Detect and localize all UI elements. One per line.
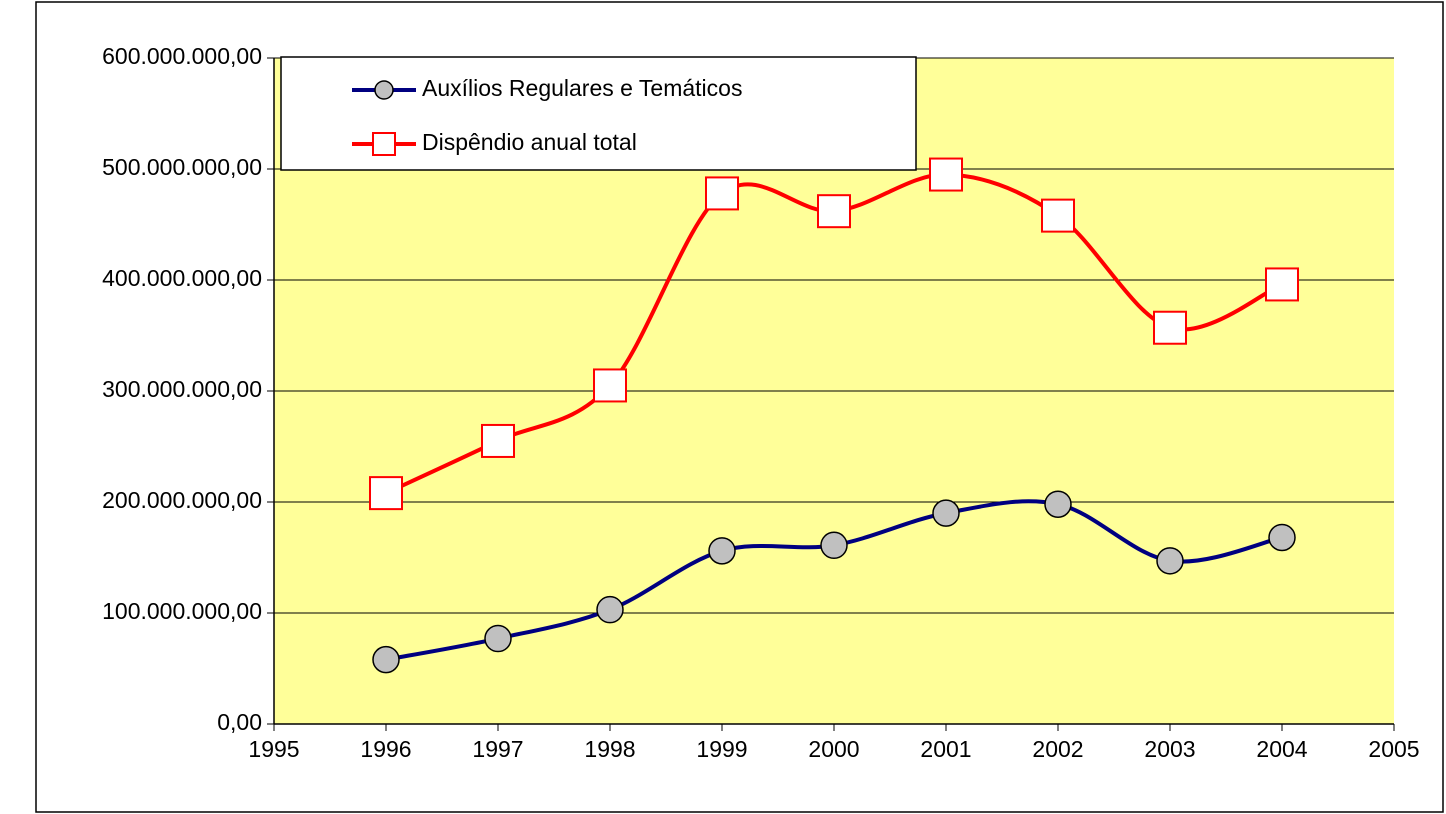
- marker: [817, 194, 851, 229]
- x-tick-label: 1995: [248, 736, 299, 762]
- x-tick-label: 2001: [920, 736, 971, 762]
- legend-label: Dispêndio anual total: [422, 129, 637, 155]
- marker: [1041, 198, 1075, 233]
- y-tick-label: 0,00: [217, 709, 262, 735]
- y-tick-label: 100.000.000,00: [102, 598, 262, 624]
- legend-marker: [372, 132, 396, 156]
- y-tick-label: 600.000.000,00: [102, 43, 262, 69]
- legend: Auxílios Regulares e Temáticos Dispêndio …: [280, 56, 917, 171]
- y-tick-label: 500.000.000,00: [102, 154, 262, 180]
- marker: [1044, 490, 1072, 518]
- marker: [1265, 267, 1299, 302]
- marker: [369, 476, 403, 511]
- marker: [1268, 523, 1296, 552]
- marker: [820, 531, 848, 560]
- marker: [481, 423, 515, 458]
- x-tick-label: 1998: [584, 736, 635, 762]
- marker: [1156, 547, 1184, 575]
- x-tick-label: 1997: [472, 736, 523, 762]
- marker: [1153, 310, 1187, 345]
- x-tick-label: 2000: [808, 736, 859, 762]
- x-tick-label: 2005: [1368, 736, 1419, 762]
- marker: [932, 499, 960, 527]
- x-tick-label: 2003: [1144, 736, 1195, 762]
- y-tick-label: 300.000.000,00: [102, 376, 262, 402]
- y-tick-label: 200.000.000,00: [102, 487, 262, 513]
- marker: [593, 368, 627, 403]
- x-tick-label: 2002: [1032, 736, 1083, 762]
- legend-marker: [374, 80, 394, 100]
- x-tick-label: 1996: [360, 736, 411, 762]
- legend-label: Auxílios Regulares e Temáticos: [422, 75, 742, 101]
- marker: [705, 176, 739, 211]
- marker: [372, 645, 400, 674]
- y-tick-label: 400.000.000,00: [102, 265, 262, 291]
- x-tick-label: 1999: [696, 736, 747, 762]
- marker: [708, 537, 736, 565]
- marker: [596, 595, 624, 624]
- marker: [484, 624, 512, 653]
- marker: [929, 157, 963, 192]
- x-tick-label: 2004: [1256, 736, 1307, 762]
